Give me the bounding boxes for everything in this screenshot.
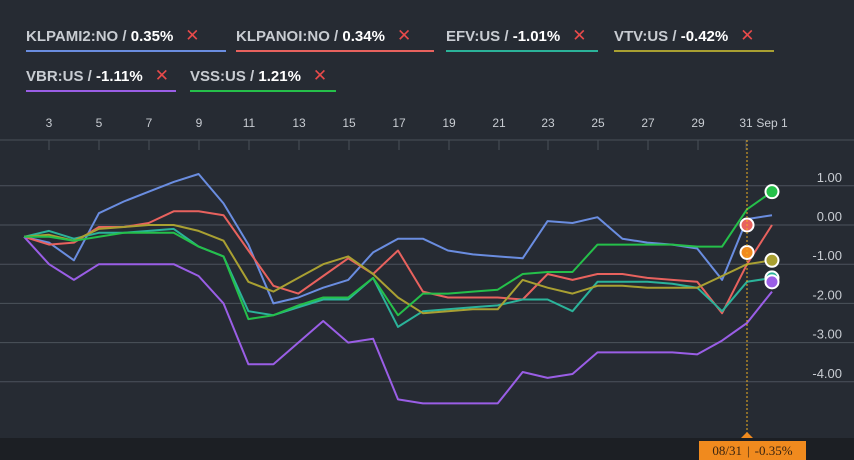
legend-slash: / <box>83 67 97 85</box>
y-tick-label: 1.00 <box>817 170 842 185</box>
series-end-marker <box>764 184 780 200</box>
legend-ticker: KLPANOI:NO <box>236 27 330 45</box>
x-tick-label: 31 <box>739 116 753 130</box>
x-tick-label: 27 <box>641 116 655 130</box>
y-tick-label: -2.00 <box>812 287 842 302</box>
x-tick-label: 3 <box>46 116 53 130</box>
legend-ticker: KLPAMI2:NO <box>26 27 119 45</box>
legend-chip-vbr-us[interactable]: VBR:US / -1.11% ✕ <box>26 60 176 92</box>
legend-underline <box>236 50 434 52</box>
series-end-marker <box>764 252 780 268</box>
legend-change: 0.35% <box>130 27 174 45</box>
remove-series-icon[interactable]: ✕ <box>572 26 587 45</box>
legend-ticker: VSS:US <box>190 67 246 85</box>
x-tick-label: 19 <box>442 116 456 130</box>
series-layer <box>23 173 773 405</box>
y-tick-label: 0.00 <box>817 209 842 224</box>
axis-layer: 3 5 7 9 11 13 15 17 19 21 23 25 27 29 31 Sep 1 1.00 0.00 -… <box>0 116 854 438</box>
series-line-vtv-us <box>24 224 773 315</box>
x-tick-label: 25 <box>591 116 605 130</box>
tooltip-date: 08/31 <box>712 442 743 458</box>
x-tick-label: 15 <box>342 116 356 130</box>
x-tick-label: 21 <box>492 116 506 130</box>
legend-change: -0.42% <box>680 27 729 45</box>
legend-underline <box>26 90 176 92</box>
x-tick-label: 17 <box>392 116 406 130</box>
remove-series-icon[interactable]: ✕ <box>312 66 328 85</box>
legend-chip-klpanoi-no[interactable]: KLPANOI:NO / 0.34% ✕ <box>236 20 434 52</box>
legend-slash: / <box>500 27 513 45</box>
grid-layer <box>0 185 854 383</box>
x-tick-label: 29 <box>691 116 705 130</box>
tooltip-separator: | <box>747 442 750 458</box>
x-tick-label: Sep 1 <box>756 116 788 130</box>
remove-series-icon[interactable]: ✕ <box>396 26 412 45</box>
series-line-efv-us <box>23 227 773 328</box>
legend-underline <box>26 50 226 52</box>
remove-series-icon[interactable]: ✕ <box>185 26 200 45</box>
legend-underline <box>614 50 774 52</box>
legend-chip-klpami2-no[interactable]: KLPAMI2:NO / 0.35% ✕ <box>26 20 226 52</box>
series-line-vbr-us <box>23 236 773 405</box>
legend: KLPAMI2:NO / 0.35% ✕ KLPANOI:NO / 0.34% ✕ EF… <box>0 0 854 100</box>
series-line-klpami2-no <box>23 173 773 305</box>
legend-slash: / <box>329 27 343 45</box>
time-navigator-bar[interactable] <box>0 438 854 460</box>
legend-ticker: VBR:US <box>26 67 84 85</box>
legend-slash: / <box>245 67 259 85</box>
legend-change: 1.21% <box>258 67 301 85</box>
y-tick-label: -1.00 <box>812 248 842 263</box>
legend-underline <box>190 90 336 92</box>
x-tick-label: 11 <box>243 116 256 130</box>
remove-series-icon[interactable]: ✕ <box>154 66 169 85</box>
series-line-klpanoi-no <box>23 210 773 315</box>
x-tick-label: 7 <box>146 116 153 130</box>
series-end-marker <box>764 274 780 290</box>
legend-change: 0.34% <box>342 27 385 45</box>
legend-change: -1.01% <box>512 27 561 45</box>
legend-chip-efv-us[interactable]: EFV:US / -1.01% ✕ <box>446 20 598 52</box>
legend-ticker: VTV:US <box>614 27 669 45</box>
x-tick-label: 13 <box>292 116 306 130</box>
legend-change: -1.11% <box>96 67 143 85</box>
remove-series-icon[interactable]: ✕ <box>740 26 755 45</box>
legend-ticker: EFV:US <box>446 27 501 45</box>
legend-chip-vtv-us[interactable]: VTV:US / -0.42% ✕ <box>614 20 774 52</box>
y-tick-label: -4.00 <box>812 366 842 381</box>
tooltip-value: -0.35% <box>754 442 793 458</box>
legend-chip-vss-us[interactable]: VSS:US / 1.21% ✕ <box>190 60 336 92</box>
crosshair-tooltip: 08/31 | -0.35% <box>699 441 806 460</box>
x-tick-label: 9 <box>196 116 203 130</box>
legend-slash: / <box>668 27 681 45</box>
legend-underline <box>446 50 598 52</box>
x-tick-label: 23 <box>541 116 555 130</box>
series-line-vss-us <box>24 190 773 321</box>
marker-layer <box>739 184 780 290</box>
legend-slash: / <box>118 27 131 45</box>
crosshair-pointer <box>741 432 753 438</box>
x-tick-label: 5 <box>96 116 103 130</box>
y-tick-label: -3.00 <box>812 327 842 342</box>
